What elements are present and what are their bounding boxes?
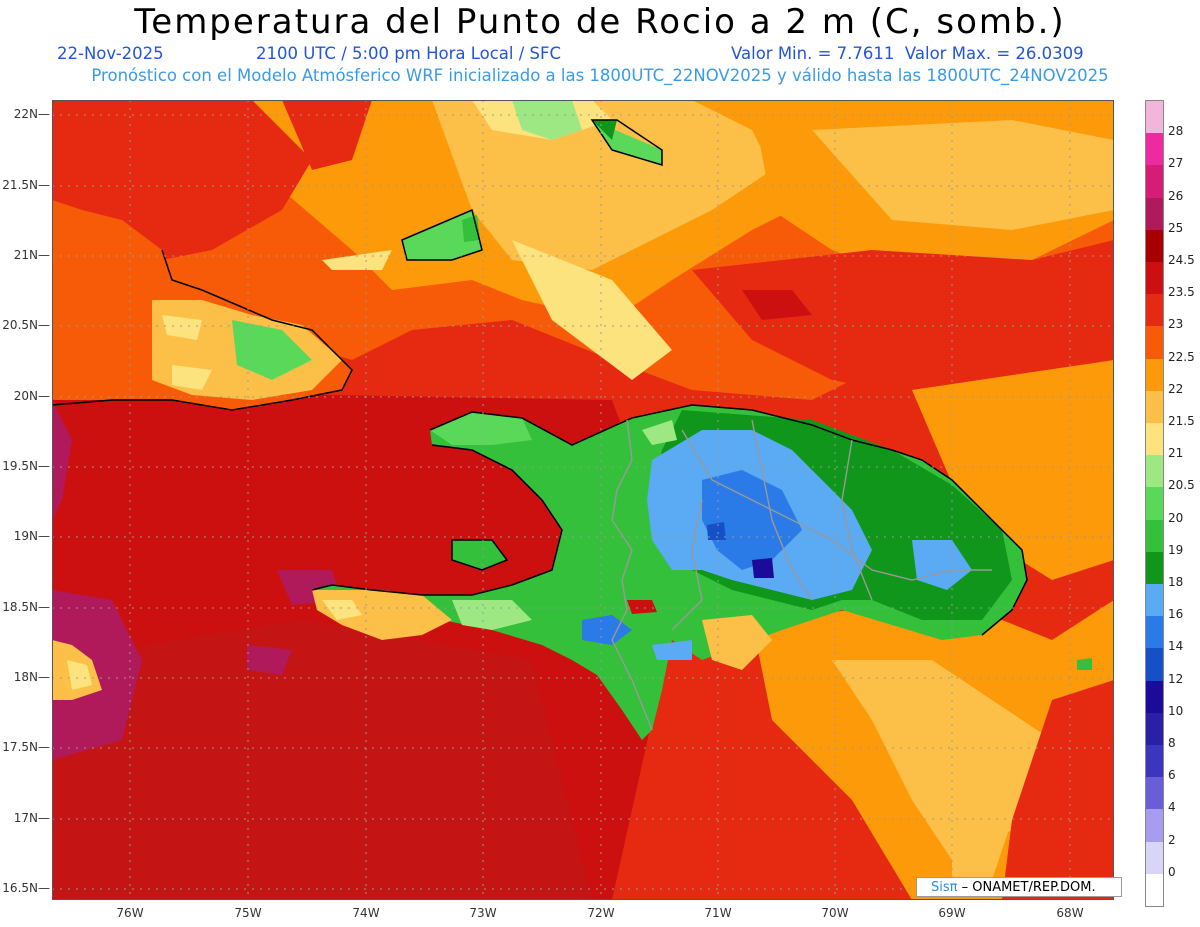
credit-text: – ONAMET/REP.DOM.	[961, 880, 1096, 895]
colorbar-segment	[1146, 101, 1163, 134]
lon-label: 74W	[352, 906, 380, 920]
colorbar-segment	[1146, 616, 1163, 649]
lat-label: 19.5N—	[2, 459, 50, 473]
colorbar-segment	[1146, 390, 1163, 424]
lat-label: 19N—	[13, 529, 50, 543]
lon-label: 73W	[469, 906, 497, 920]
colorbar-label: 12	[1168, 671, 1184, 686]
colorbar-segment	[1146, 165, 1163, 199]
colorbar-label: 24.5	[1168, 253, 1195, 267]
model-info: Pronóstico con el Modelo Atmósferico WRF…	[91, 66, 1109, 85]
lon-label: 70W	[821, 906, 849, 920]
colorbar-segment	[1146, 809, 1163, 843]
lon-label: 75W	[234, 906, 262, 920]
colorbar-segment	[1146, 777, 1163, 810]
colorbar-label: 22	[1168, 381, 1184, 396]
lon-label: 71W	[704, 906, 732, 920]
colorbar-segment	[1146, 551, 1163, 585]
lat-label: 21N—	[13, 248, 50, 262]
lat-label: 20N—	[13, 389, 50, 403]
colorbar-label: 21.5	[1168, 414, 1195, 428]
colorbar-segment	[1146, 133, 1163, 166]
colorbar-segment	[1146, 841, 1163, 875]
colorbar-label: 6	[1168, 768, 1176, 783]
colorbar-segment	[1146, 262, 1163, 295]
colorbar-label: 22.5	[1168, 349, 1195, 364]
colorbar-label: 20.5	[1168, 478, 1195, 493]
lon-label: 76W	[116, 906, 144, 920]
chart-title: Temperatura del Punto de Rocio a 2 m (C,…	[134, 2, 1066, 42]
colorbar-segment	[1146, 229, 1163, 263]
lon-label: 69W	[938, 906, 966, 920]
lat-label: 16.5N—	[2, 881, 50, 895]
colorbar-label: 23	[1168, 317, 1184, 332]
lat-label: 18.5N—	[2, 600, 50, 614]
colorbar-label: 21	[1168, 446, 1184, 461]
colorbar-segment	[1146, 519, 1163, 553]
colorbar-segment	[1146, 648, 1163, 682]
colorbar-segment	[1146, 584, 1163, 617]
lon-label: 72W	[587, 906, 615, 920]
dewpoint-map	[52, 100, 1114, 900]
colorbar-segment	[1146, 680, 1163, 714]
colorbar-segment	[1146, 423, 1163, 456]
lat-label: 17N—	[13, 811, 50, 825]
colorbar-label: 19	[1168, 542, 1184, 557]
lat-label: 20.5N—	[2, 318, 50, 332]
forecast-date: 22-Nov-2025	[57, 44, 164, 63]
colorbar-segment	[1146, 358, 1163, 392]
min-max-values: Valor Min. = 7.7611 Valor Max. = 26.0309	[731, 44, 1084, 63]
lat-label: 18N—	[13, 670, 50, 684]
colorbar-label: 27	[1168, 156, 1184, 171]
colorbar-label: 28	[1168, 124, 1184, 139]
lat-label: 22N—	[13, 107, 50, 121]
colorbar-label: 2	[1168, 832, 1176, 847]
colorbar-segment	[1146, 326, 1163, 360]
lon-label: 68W	[1056, 906, 1084, 920]
colorbar-segment	[1146, 745, 1163, 778]
lat-label: 21.5N—	[2, 178, 50, 192]
colorbar-segment	[1146, 487, 1163, 521]
colorbar-label: 16	[1168, 607, 1184, 622]
colorbar-segment	[1146, 197, 1163, 231]
colorbar-label: 20	[1168, 510, 1184, 525]
colorbar-segment	[1146, 712, 1163, 746]
colorbar-label: 23.5	[1168, 285, 1195, 300]
colorbar-label: 25	[1168, 220, 1184, 235]
colorbar-label: 26	[1168, 188, 1184, 203]
colorbar-segment	[1146, 455, 1163, 488]
colorbar-segment	[1146, 873, 1163, 907]
colorbar-label: 14	[1168, 639, 1184, 654]
credit-logo: Sisπ	[931, 880, 958, 895]
colorbar-label: 10	[1168, 703, 1184, 718]
colorbar-label: 0	[1168, 864, 1176, 879]
colorbar-label: 8	[1168, 736, 1176, 750]
colorbar-label: 4	[1168, 800, 1176, 815]
forecast-time: 2100 UTC / 5:00 pm Hora Local / SFC	[256, 44, 562, 63]
colorbar	[1145, 100, 1164, 907]
colorbar-label: 18	[1168, 575, 1184, 589]
lat-label: 17.5N—	[2, 740, 50, 754]
colorbar-segment	[1146, 294, 1163, 327]
credit-box: Sisπ – ONAMET/REP.DOM.	[916, 877, 1122, 897]
